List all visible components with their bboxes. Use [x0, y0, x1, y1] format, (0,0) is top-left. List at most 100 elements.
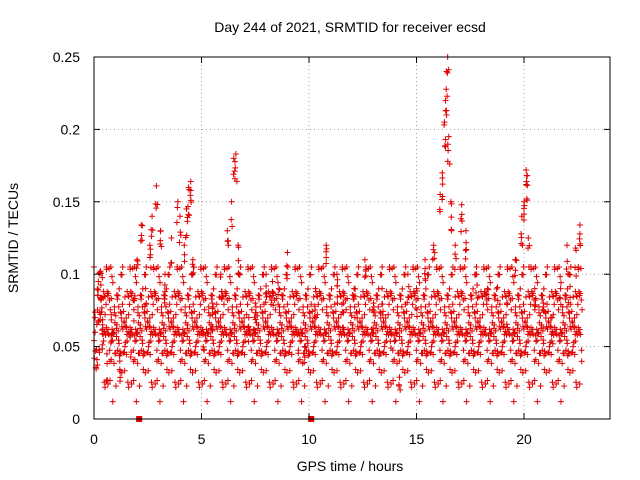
data-point [561, 382, 568, 389]
data-point [139, 237, 146, 244]
data-point [154, 306, 161, 313]
data-point [561, 350, 568, 357]
data-point [573, 379, 580, 386]
data-point [138, 296, 145, 303]
data-point [372, 333, 379, 340]
data-point [180, 279, 187, 286]
data-point [95, 278, 102, 285]
data-point [396, 358, 403, 365]
data-point [435, 290, 442, 297]
data-point [262, 299, 269, 306]
data-point [334, 282, 341, 289]
data-point [121, 319, 128, 326]
data-point [369, 279, 376, 286]
data-point [398, 327, 405, 334]
data-point [477, 315, 484, 322]
data-point [250, 326, 257, 333]
data-point [242, 379, 249, 386]
data-point [132, 273, 139, 280]
data-point [223, 290, 230, 297]
data-point [446, 340, 453, 347]
data-point [564, 366, 571, 373]
data-point [422, 303, 429, 310]
data-point [315, 301, 322, 308]
data-point [578, 347, 585, 354]
data-point [102, 311, 109, 318]
data-point [360, 379, 367, 386]
data-point [231, 158, 238, 165]
data-point [509, 295, 516, 302]
data-point [172, 293, 179, 300]
data-point [240, 339, 247, 346]
data-point [496, 271, 503, 278]
data-point [564, 242, 570, 249]
data-point [462, 255, 469, 262]
data-point [308, 301, 315, 308]
data-point [457, 330, 464, 337]
data-point [554, 347, 561, 354]
data-point [510, 337, 517, 344]
data-point [131, 292, 138, 299]
data-point [170, 351, 177, 358]
data-point [228, 330, 235, 337]
data-point [158, 309, 165, 316]
data-point [228, 216, 235, 223]
data-point [453, 351, 460, 358]
data-point [289, 379, 296, 386]
data-point [535, 360, 542, 367]
data-point [343, 263, 350, 270]
data-point [470, 366, 477, 373]
data-point [141, 303, 148, 310]
data-point [340, 309, 347, 316]
data-point [422, 277, 429, 284]
data-point [310, 343, 317, 350]
data-point [276, 360, 283, 367]
data-point [219, 384, 226, 391]
data-point [272, 306, 279, 313]
data-point [338, 301, 345, 308]
data-point [548, 314, 555, 321]
data-point [421, 292, 428, 299]
data-point [367, 263, 374, 270]
data-point [488, 360, 495, 367]
data-point [426, 326, 433, 333]
data-point [279, 296, 286, 303]
data-point [415, 273, 422, 280]
data-point [514, 321, 521, 328]
data-point [472, 271, 479, 278]
data-point [549, 340, 556, 347]
data-point [413, 287, 420, 294]
data-point [134, 329, 141, 336]
data-point [561, 333, 568, 340]
data-point [196, 293, 203, 300]
data-point [184, 218, 191, 225]
data-point [325, 312, 332, 319]
data-point [441, 360, 448, 367]
data-point [525, 379, 532, 386]
data-point [534, 279, 541, 286]
data-point [178, 263, 185, 270]
data-point [531, 303, 538, 310]
data-point [130, 317, 137, 324]
data-point [370, 360, 377, 367]
data-point [178, 306, 185, 313]
data-point [214, 308, 221, 315]
data-point [249, 356, 256, 363]
data-point [578, 297, 585, 304]
data-point [522, 319, 529, 326]
data-point [290, 311, 297, 318]
data-point [515, 292, 522, 299]
data-point [521, 308, 528, 315]
data-point [201, 306, 208, 313]
data-point [102, 293, 109, 300]
data-point [252, 309, 259, 316]
data-point [310, 367, 317, 374]
data-point [345, 398, 352, 405]
data-point [167, 326, 174, 333]
data-point [451, 319, 458, 326]
data-point [155, 295, 162, 302]
data-point [459, 331, 466, 338]
data-point [463, 398, 470, 405]
data-point [203, 326, 210, 333]
data-point [184, 321, 191, 328]
